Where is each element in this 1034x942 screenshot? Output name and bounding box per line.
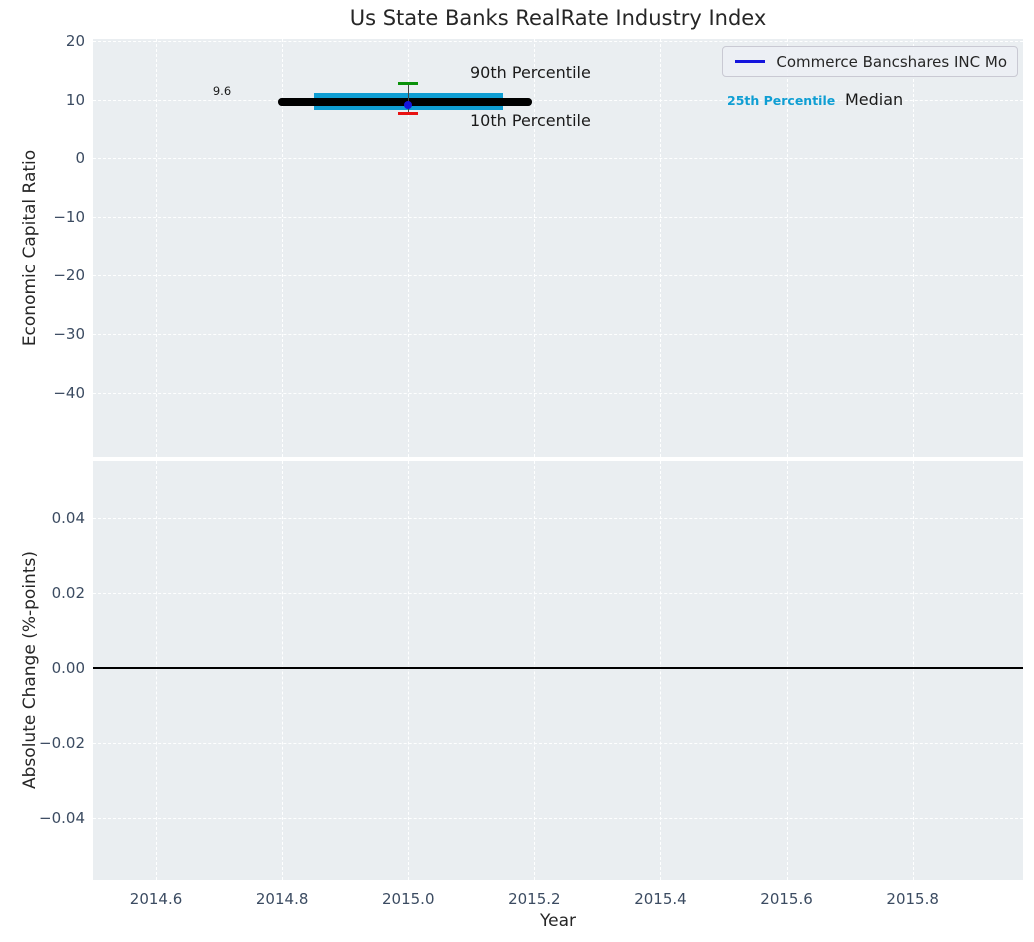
legend: Commerce Bancshares INC Mo <box>722 46 1018 77</box>
y-gridline <box>93 275 1023 277</box>
x-gridline <box>156 461 158 880</box>
y-tick-label: 0.02 <box>51 584 85 603</box>
x-gridline <box>660 39 662 457</box>
x-tick-label: 2014.6 <box>129 890 183 908</box>
median-annotation: Median <box>845 90 904 109</box>
bottom-plot-area <box>93 461 1023 880</box>
p10-cap <box>398 112 419 115</box>
y-gridline <box>93 743 1023 745</box>
y-gridline <box>93 518 1023 520</box>
x-tick-label: 2015.8 <box>886 890 939 908</box>
p25-annotation: 25th Percentile <box>727 93 836 108</box>
x-gridline <box>408 461 410 880</box>
y-gridline <box>93 99 1023 101</box>
x-axis-label: Year <box>540 911 576 931</box>
y-gridline <box>93 392 1023 394</box>
y-gridline <box>93 333 1023 335</box>
y-tick-label: −20 <box>53 266 85 285</box>
y-gridline <box>93 158 1023 160</box>
x-gridline <box>912 461 914 880</box>
company-marker <box>404 100 413 109</box>
x-tick-label: 2015.0 <box>382 890 435 908</box>
x-gridline <box>408 39 410 457</box>
y-tick-label: −0.02 <box>39 734 85 753</box>
x-gridline <box>786 461 788 880</box>
x-tick-label: 2015.6 <box>760 890 813 908</box>
x-gridline <box>156 39 158 457</box>
y-gridline <box>93 818 1023 820</box>
p90-annotation: 90th Percentile <box>470 63 591 82</box>
x-gridline <box>282 39 284 457</box>
y-tick-label: −40 <box>53 383 85 402</box>
legend-line-icon <box>735 60 766 63</box>
legend-label: Commerce Bancshares INC Mo <box>776 52 1007 71</box>
y-gridline <box>93 40 1023 42</box>
y-tick-label: −0.04 <box>39 809 85 828</box>
y-tick-label: −30 <box>53 324 85 343</box>
y-gridline <box>93 593 1023 595</box>
y-gridline <box>93 216 1023 218</box>
x-gridline <box>786 39 788 457</box>
top-plot-area <box>93 39 1023 457</box>
chart-title: Us State Banks RealRate Industry Index <box>349 6 767 30</box>
x-tick-label: 2015.2 <box>508 890 561 908</box>
median-value-annotation: 9.6 <box>212 84 232 98</box>
x-gridline <box>534 39 536 457</box>
x-gridline <box>912 39 914 457</box>
y-tick-label: 0.04 <box>51 509 85 528</box>
y-tick-label: 0.00 <box>51 659 85 678</box>
y-tick-label: 20 <box>65 31 85 50</box>
p10-annotation: 10th Percentile <box>470 111 591 130</box>
top-y-axis-label: Economic Capital Ratio <box>20 149 40 347</box>
errorbar-stem <box>407 83 409 114</box>
x-tick-label: 2015.4 <box>634 890 687 908</box>
p90-cap <box>398 82 419 86</box>
x-gridline <box>660 461 662 880</box>
y-tick-label: 10 <box>65 90 85 109</box>
y-tick-label: −10 <box>53 207 85 226</box>
x-tick-label: 2014.8 <box>255 890 309 908</box>
y-tick-label: 0 <box>75 149 85 168</box>
x-gridline <box>534 461 536 880</box>
zero-line <box>93 667 1023 669</box>
x-gridline <box>282 461 284 880</box>
